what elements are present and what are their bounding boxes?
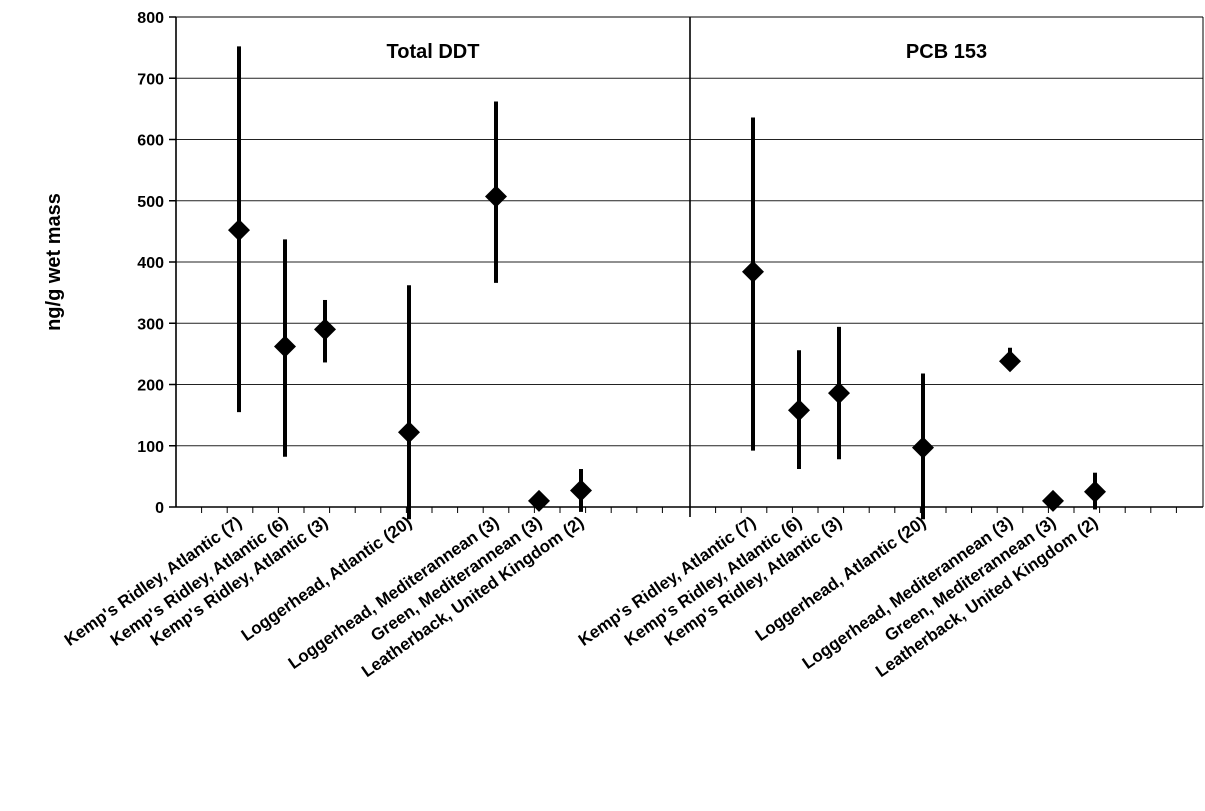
y-tick-label: 600 — [137, 133, 164, 150]
y-tick-label: 700 — [137, 71, 164, 88]
panel-titles: Total DDT PCB 153 — [387, 41, 988, 63]
x-axis: Kemp's Ridley, Atlantic (7)Kemp's Ridley… — [61, 506, 1203, 681]
y-tick-label: 0 — [155, 500, 164, 517]
data-point — [828, 382, 850, 405]
y-axis-title: ng/g wet mass — [43, 193, 65, 331]
panel-title: Total DDT — [387, 41, 480, 63]
y-tick-label: 800 — [137, 10, 164, 27]
data-point — [788, 399, 810, 422]
data-point — [398, 421, 420, 444]
data-point — [1084, 480, 1106, 503]
y-tick-label: 300 — [137, 316, 164, 333]
y-tick-label: 400 — [137, 255, 164, 272]
data-point — [528, 489, 550, 512]
data-point — [314, 318, 336, 341]
plot-frame — [175, 16, 1204, 517]
y-tick-label: 100 — [137, 439, 164, 456]
y-axis: 0 100 200 300 400 500 600 700 800 — [137, 10, 176, 517]
data-point — [274, 335, 296, 358]
data-point — [570, 479, 592, 502]
data-point — [228, 219, 250, 242]
panel-title: PCB 153 — [906, 41, 987, 63]
data-point — [999, 350, 1021, 373]
data-point — [485, 185, 507, 208]
data-point — [742, 260, 764, 283]
data-point — [912, 436, 934, 459]
y-tick-label: 200 — [137, 378, 164, 395]
data-marks — [228, 46, 1106, 520]
y-tick-label: 500 — [137, 194, 164, 211]
data-point — [1042, 489, 1064, 512]
